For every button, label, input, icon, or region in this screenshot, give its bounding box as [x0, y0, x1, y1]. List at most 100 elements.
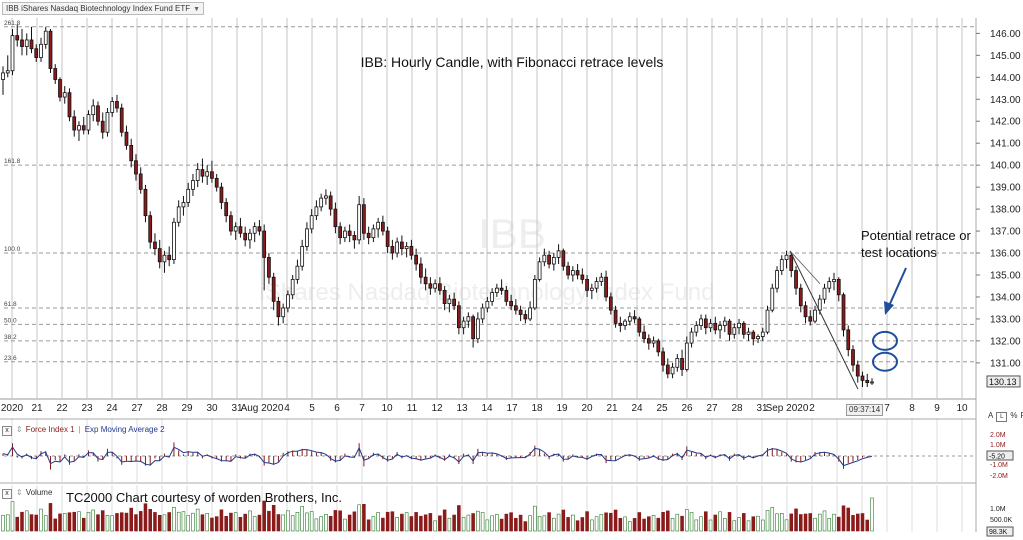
- volume-bar: [514, 517, 518, 532]
- candle-down: [72, 116, 77, 131]
- volume-bar: [580, 517, 585, 532]
- candle-up: [5, 70, 10, 74]
- volume-bar: [547, 512, 551, 532]
- volume-bar: [751, 516, 756, 532]
- force-index-label[interactable]: Force Index 1: [25, 425, 75, 434]
- volume-bar: [100, 510, 105, 532]
- drag-handle-icon[interactable]: ⇕: [16, 488, 23, 497]
- candle-down: [608, 296, 613, 311]
- candle-up: [162, 254, 167, 263]
- volume-bar: [746, 520, 751, 532]
- candle-down: [219, 186, 224, 203]
- candle-down: [210, 171, 214, 179]
- volume-bar: [461, 517, 466, 532]
- candle-down: [632, 316, 637, 320]
- symbol-label: IBB iShares Nasdaq Biotechnology Index F…: [6, 4, 191, 13]
- candle-up: [110, 101, 115, 113]
- volume-bar: [124, 512, 129, 532]
- candle-down: [96, 105, 100, 122]
- volume-bar: [314, 518, 319, 532]
- candle-down: [646, 338, 651, 344]
- candle-up: [290, 278, 295, 296]
- candle-down: [751, 331, 756, 340]
- last-price-box: [986, 375, 1021, 388]
- candle-up: [827, 281, 832, 289]
- candle-down: [157, 248, 162, 263]
- volume-bar: [347, 514, 352, 532]
- date-tick-label: 26: [681, 403, 693, 414]
- volume-bar: [29, 514, 34, 532]
- candle-up: [343, 230, 347, 239]
- volume-bar: [623, 516, 627, 532]
- volume-bar: [224, 515, 228, 532]
- candle-up: [813, 309, 817, 322]
- volume-bar: [300, 506, 304, 532]
- symbol-selector[interactable]: IBB iShares Nasdaq Biotechnology Index F…: [2, 2, 205, 15]
- volume-bar: [590, 519, 594, 532]
- candle-down: [452, 298, 456, 307]
- candle-down: [214, 177, 219, 188]
- date-tick-label: 10: [381, 403, 393, 414]
- candle-up: [542, 254, 547, 263]
- close-force-panel-icon[interactable]: x: [2, 426, 12, 436]
- volume-bar: [138, 511, 143, 532]
- price-tick-label: 132.00: [990, 336, 1021, 347]
- volume-bar: [20, 511, 24, 532]
- candle-up: [357, 204, 362, 241]
- divider-icon: |: [78, 425, 81, 434]
- volume-bar: [542, 515, 547, 532]
- candle-up: [699, 318, 703, 326]
- volume-bar: [723, 517, 727, 532]
- candle-up: [186, 188, 191, 203]
- auto-scale-button[interactable]: A: [988, 411, 994, 420]
- price-tick-label: 139.00: [990, 183, 1021, 194]
- candle-down: [665, 364, 670, 375]
- volume-label[interactable]: Volume: [25, 488, 53, 497]
- price-tick-label: 145.00: [990, 51, 1021, 62]
- volume-bar: [661, 511, 665, 532]
- volume-bar: [495, 514, 499, 532]
- volume-bar: [167, 512, 171, 532]
- candle-down: [680, 358, 684, 370]
- close-volume-panel-icon[interactable]: x: [2, 489, 12, 499]
- candle-down: [138, 173, 143, 190]
- candle-down: [741, 322, 746, 335]
- force-current-label: -5.20: [989, 454, 1005, 461]
- volume-bar: [765, 510, 770, 532]
- volume-bar: [457, 505, 461, 532]
- volume-bar: [319, 516, 323, 532]
- candle-down: [15, 35, 20, 41]
- candle-down: [713, 322, 718, 331]
- drag-handle-icon[interactable]: ⇕: [16, 425, 23, 434]
- candle-down: [34, 48, 39, 58]
- volume-bar: [675, 513, 680, 532]
- price-tick-label: 136.00: [990, 249, 1021, 260]
- fit-button[interactable]: F: [1020, 411, 1023, 420]
- candle-down: [352, 235, 357, 241]
- percent-scale-button[interactable]: %: [1010, 411, 1018, 420]
- fib-level-label: 50.0: [4, 317, 17, 324]
- volume-bar: [855, 513, 860, 532]
- volume-bar: [438, 515, 442, 532]
- volume-tick-label: 1.0M: [990, 506, 1006, 513]
- volume-bar: [832, 513, 836, 532]
- volume-bar: [499, 518, 504, 532]
- candle-up: [248, 232, 252, 241]
- volume-bar: [533, 505, 537, 532]
- candle-down: [366, 232, 371, 239]
- log-scale-button[interactable]: L: [996, 412, 1008, 422]
- volume-bar: [162, 514, 167, 532]
- candle-down: [794, 270, 798, 289]
- force-ema-label[interactable]: Exp Moving Average 2: [84, 425, 165, 434]
- candle-up: [718, 325, 722, 331]
- candle-down: [153, 241, 157, 250]
- volume-bar: [780, 512, 784, 532]
- volume-bar: [447, 517, 452, 532]
- force-tick-label: 1.0M: [990, 442, 1006, 449]
- volume-bar: [609, 512, 613, 532]
- candle-down: [637, 318, 642, 333]
- candle-up: [689, 331, 694, 344]
- candle-down: [381, 221, 385, 232]
- candle-down: [58, 79, 62, 98]
